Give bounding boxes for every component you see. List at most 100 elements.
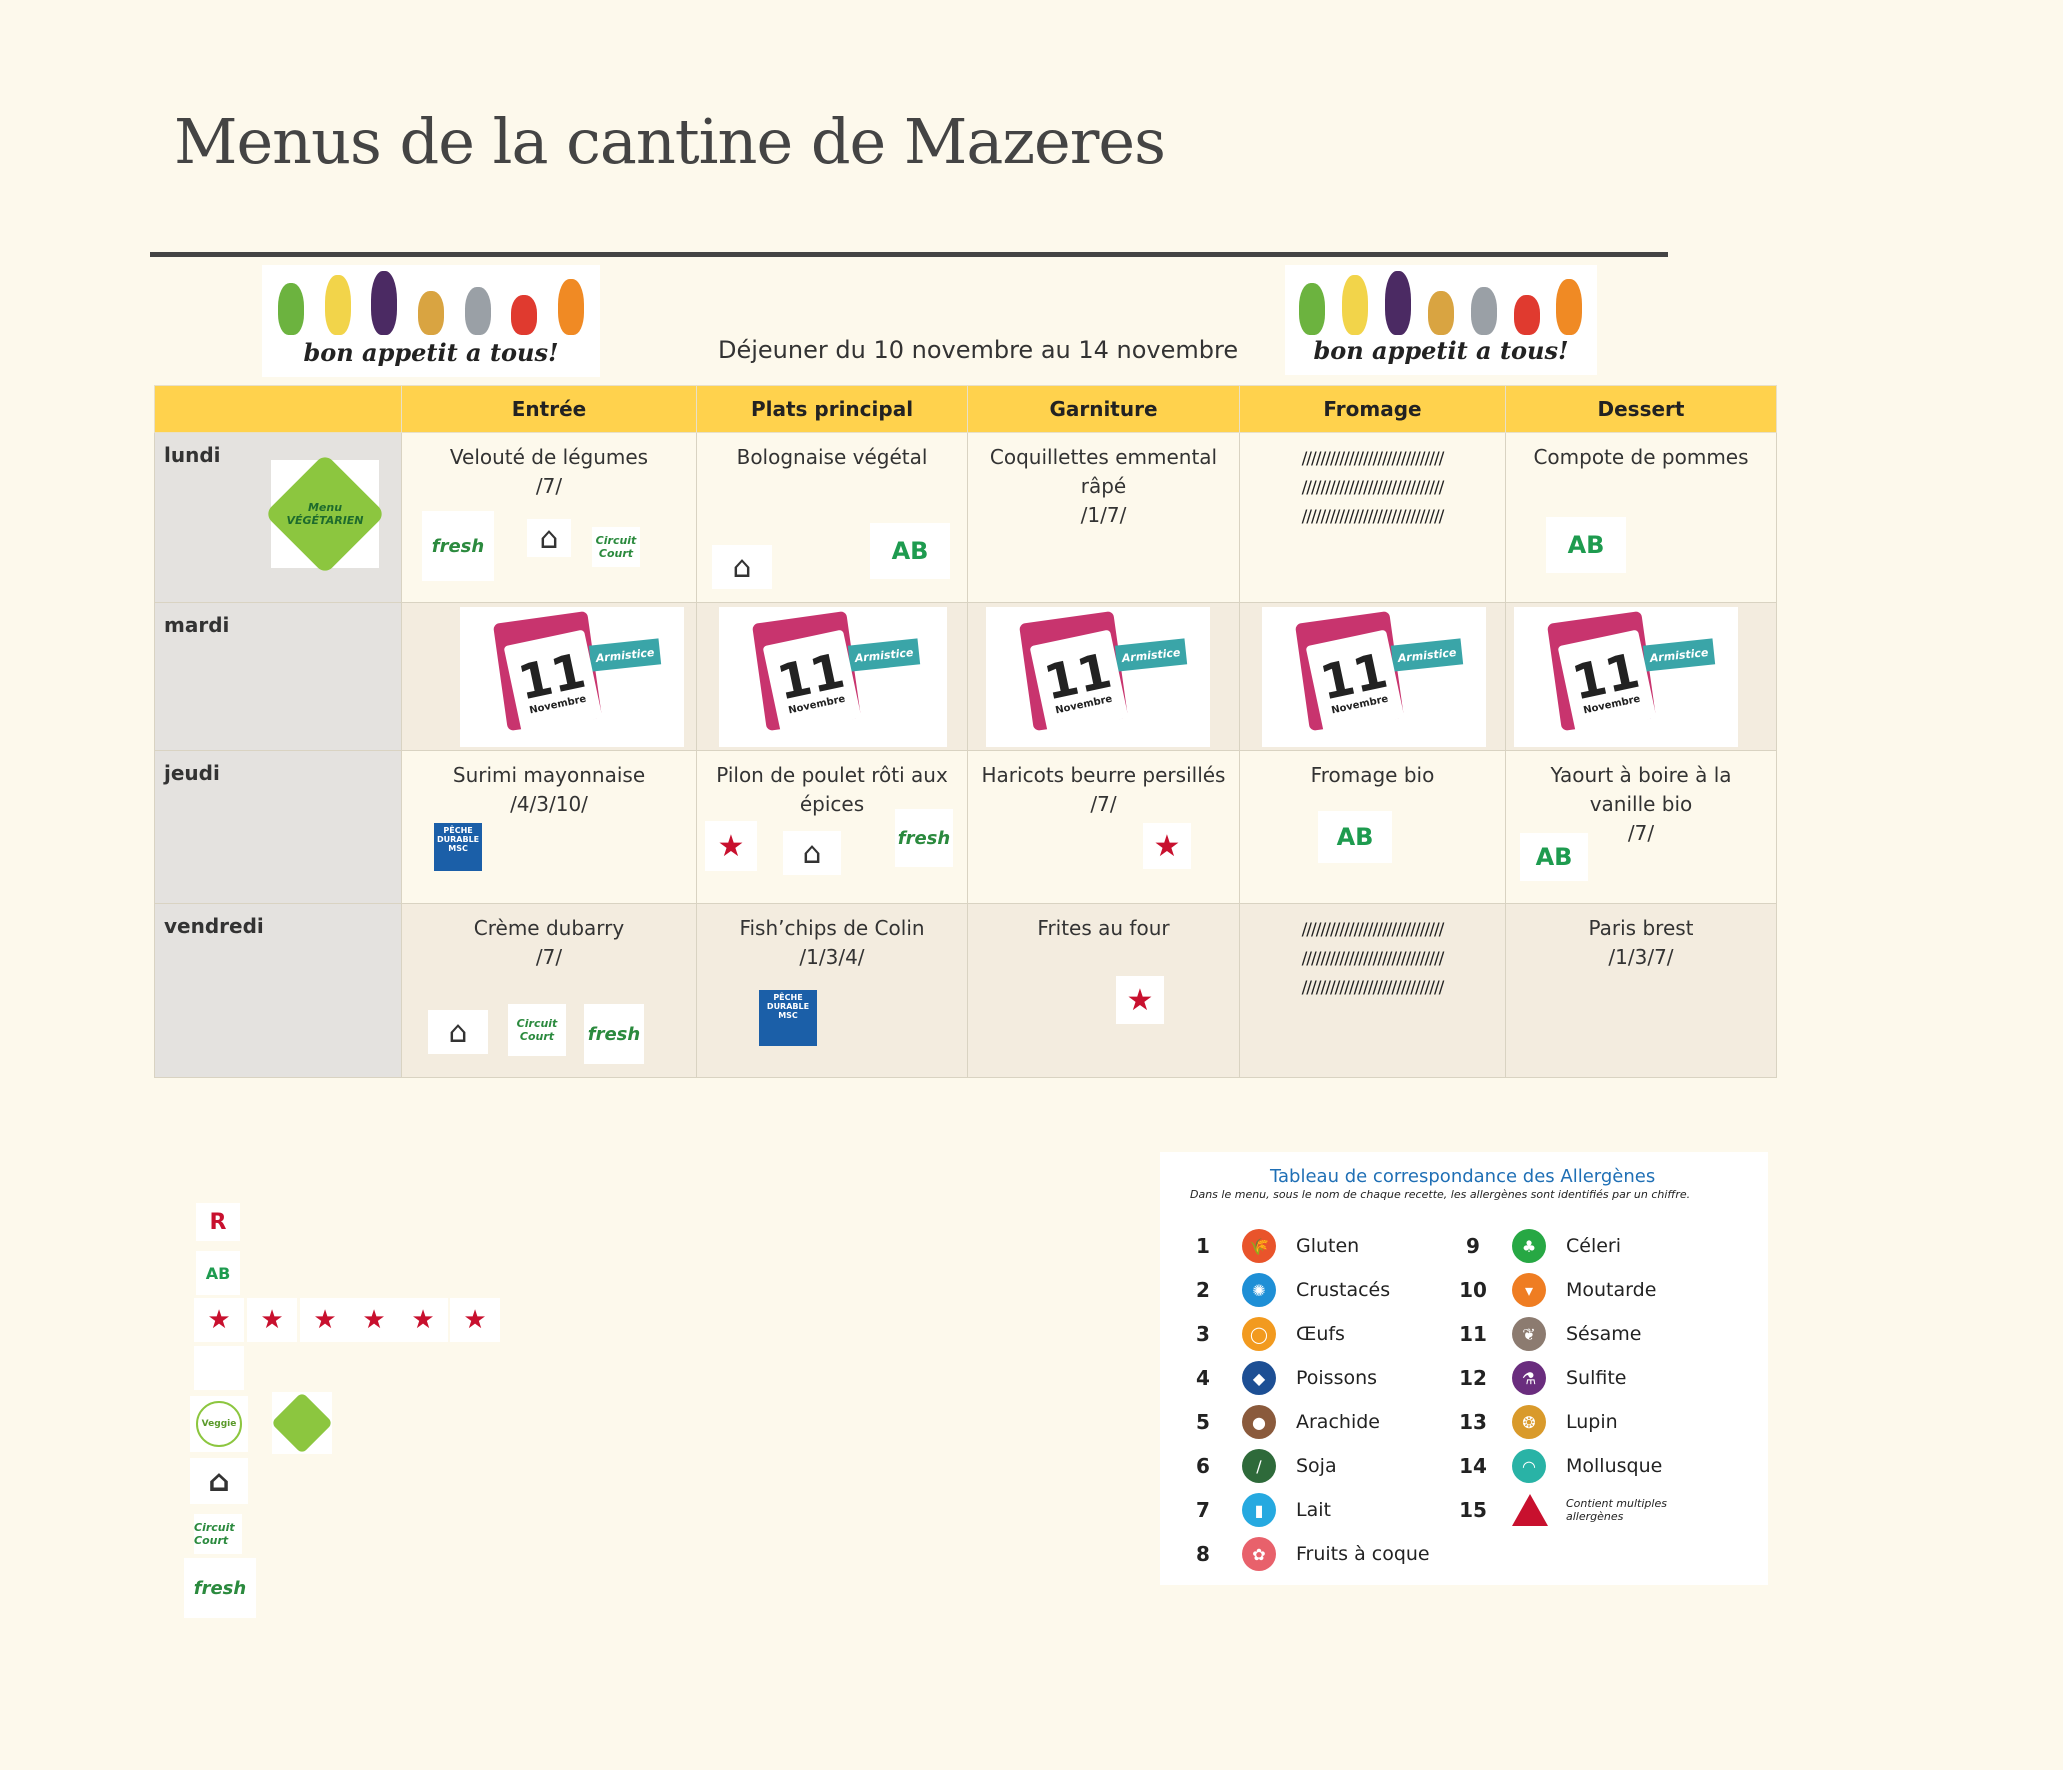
lupin-icon: ❂ [1512, 1405, 1546, 1439]
fruits-legumes-de-france-logo-icon: ★ [1143, 823, 1191, 869]
legend-title: Tableau de correspondance des Allergènes [1270, 1166, 1656, 1187]
fruits-legumes-de-france-logo-icon: ★ [1116, 976, 1164, 1024]
dish-text: Crème dubarry /7/ [473, 916, 625, 969]
lait-icon: ▮ [1242, 1493, 1276, 1527]
dish-text: Haricots beurre persillés /7/ [981, 763, 1226, 816]
row-lundi: lundi Velouté de légumes /7/ fresh ⌂ Cir… [154, 432, 1777, 603]
header-plat: Plats principal [696, 385, 968, 433]
veggie-logo-icon: Veggie [190, 1396, 248, 1452]
mollusque-icon: ◠ [1512, 1449, 1546, 1483]
cell-mardi-fromage: Armistice 11 Novembre [1239, 602, 1506, 751]
allergen-item: 9 ♣ Céleri [1458, 1226, 1621, 1266]
armistice-11-novembre-icon: Armistice 11 Novembre [460, 607, 684, 747]
allergen-item: 1 🌾 Gluten [1188, 1226, 1359, 1266]
cell-lundi-garniture: Coquillettes emmental râpé /1/7/ [967, 432, 1240, 603]
fait-maison-icon: ⌂ [527, 519, 571, 557]
circuit-court-logo-icon: Circuit Court [508, 1004, 566, 1056]
menu-date-range: Déjeuner du 10 novembre au 14 novembre [718, 336, 1239, 364]
allergen-item: 13 ❂ Lupin [1458, 1402, 1618, 1442]
armistice-11-novembre-icon: Armistice 11 Novembre [986, 607, 1210, 747]
dish-text: Velouté de légumes /7/ [449, 445, 649, 498]
cell-vendredi-garniture: Frites au four ★ [967, 903, 1240, 1078]
arachide-icon: ● [1242, 1405, 1276, 1439]
msc-peche-durable-logo-icon: PÊCHE DURABLE MSC [759, 990, 817, 1046]
moutarde-icon: ▾ [1512, 1273, 1546, 1307]
allergen-item: 12 ⚗ Sulfite [1458, 1358, 1627, 1398]
dish-text: Paris brest /1/3/7/ [1588, 916, 1694, 969]
no-dish-marker: ////////////////////////////// /////////… [1301, 449, 1445, 527]
vegetable-characters-icon [1291, 271, 1591, 335]
day-label: vendredi [154, 903, 402, 1078]
msc-peche-durable-logo-icon: PÊCHE DURABLE MSC [194, 1346, 244, 1390]
fait-maison-icon: ⌂ [428, 1010, 488, 1054]
armistice-11-novembre-icon: Armistice 11 Novembre [1262, 607, 1486, 747]
header-day [154, 385, 402, 433]
msc-peche-durable-logo-icon: PÊCHE DURABLE MSC [434, 823, 482, 871]
dish-text: Surimi mayonnaise /4/3/10/ [452, 763, 646, 816]
cell-lundi-plat: Bolognaise végétal ⌂ AB [696, 432, 968, 603]
allergen-item: 8 ✿ Fruits à coque [1188, 1534, 1430, 1574]
row-vendredi: vendredi Crème dubarry /7/ ⌂ Circuit Cou… [154, 903, 1777, 1078]
circuit-court-logo-icon: Circuit Court [592, 527, 640, 567]
cell-mardi-plat: Armistice 11 Novembre [696, 602, 968, 751]
ab-bio-logo-icon: AB [1318, 811, 1392, 863]
allergen-item: 3 ◯ Œufs [1188, 1314, 1345, 1354]
label-rouge-logo-icon: R [196, 1203, 240, 1241]
ab-bio-logo-icon: AB [196, 1251, 240, 1295]
allergen-item: 4 ◆ Poissons [1188, 1358, 1377, 1398]
fait-maison-icon: ⌂ [783, 831, 841, 875]
cell-jeudi-dessert: Yaourt à boire à la vanille bio /7/ AB [1505, 750, 1777, 904]
cell-vendredi-plat: Fish’chips de Colin /1/3/4/ PÊCHE DURABL… [696, 903, 968, 1078]
fresh-logo-icon: fresh [422, 511, 494, 581]
fresh-logo-icon: fresh [895, 809, 953, 867]
cell-jeudi-plat: Pilon de poulet rôti aux épices ★ ⌂ fres… [696, 750, 968, 904]
allergen-item: 5 ● Arachide [1188, 1402, 1380, 1442]
no-dish-marker: ////////////////////////////// /////////… [1301, 920, 1445, 998]
menu-vegetarien-logo-icon: Menu VÉGÉTARIEN [264, 453, 386, 575]
armistice-11-novembre-icon: Armistice 11 Novembre [719, 607, 947, 747]
menu-header-row: Entrée Plats principal Garniture Fromage… [154, 385, 1777, 433]
volaille-francaise-logo-icon: ★ [705, 821, 757, 871]
sulfite-icon: ⚗ [1512, 1361, 1546, 1395]
allergen-item: 15 Contient multiples allergènes [1458, 1490, 1686, 1530]
menu-table: Entrée Plats principal Garniture Fromage… [154, 385, 1777, 1078]
day-label: mardi [154, 602, 402, 751]
ab-bio-logo-icon: AB [1546, 517, 1626, 573]
dish-text: Fish’chips de Colin /1/3/4/ [739, 916, 925, 969]
legend-description: Dans le menu, sous le nom de chaque rece… [1190, 1188, 1691, 1201]
menu-vegetarien-logo-icon [270, 1391, 334, 1455]
header-garniture: Garniture [967, 385, 1240, 433]
circuit-court-logo-icon: Circuit Court [194, 1514, 242, 1554]
volaille-francaise-logo-icon: ★ [194, 1298, 244, 1342]
warning-triangle-icon [1512, 1494, 1548, 1526]
fruits-a-coque-icon: ✿ [1242, 1537, 1276, 1571]
title-divider [150, 252, 1668, 257]
dish-text: Coquillettes emmental râpé /1/7/ [989, 445, 1218, 527]
dish-text: Compote de pommes [1533, 445, 1749, 469]
oeufs-de-france-logo-icon: ★ [247, 1298, 297, 1342]
allergen-item: 2 ✺ Crustacés [1188, 1270, 1390, 1310]
header-dessert: Dessert [1505, 385, 1777, 433]
banner-text: bon appetit a tous! [303, 338, 559, 367]
row-jeudi: jeudi Surimi mayonnaise /4/3/10/ PÊCHE D… [154, 750, 1777, 904]
gluten-icon: 🌾 [1242, 1229, 1276, 1263]
oeufs-icon: ◯ [1242, 1317, 1276, 1351]
allergen-legend: Tableau de correspondance des Allergènes… [1160, 1152, 1768, 1585]
cell-jeudi-fromage: Fromage bio AB [1239, 750, 1506, 904]
vegetable-characters-icon [268, 271, 594, 335]
header-entree: Entrée [401, 385, 697, 433]
dish-text: Bolognaise végétal [736, 445, 928, 469]
page-title: Menus de la cantine de Mazeres [174, 105, 1166, 178]
banner-text: bon appetit a tous! [1313, 336, 1569, 365]
cell-vendredi-entree: Crème dubarry /7/ ⌂ Circuit Court fresh [401, 903, 697, 1078]
dish-text: Fromage bio [1310, 763, 1435, 787]
fait-maison-icon: ⌂ [712, 545, 772, 589]
cell-jeudi-garniture: Haricots beurre persillés /7/ ★ [967, 750, 1240, 904]
bon-appetit-banner-right: bon appetit a tous! [1285, 265, 1597, 375]
cell-lundi-fromage: ////////////////////////////// /////////… [1239, 432, 1506, 603]
fresh-logo-icon: fresh [584, 1004, 644, 1064]
celeri-icon: ♣ [1512, 1229, 1546, 1263]
cell-jeudi-entree: Surimi mayonnaise /4/3/10/ PÊCHE DURABLE… [401, 750, 697, 904]
cell-lundi-dessert: Compote de pommes AB [1505, 432, 1777, 603]
fait-maison-icon: ⌂ [190, 1458, 248, 1504]
